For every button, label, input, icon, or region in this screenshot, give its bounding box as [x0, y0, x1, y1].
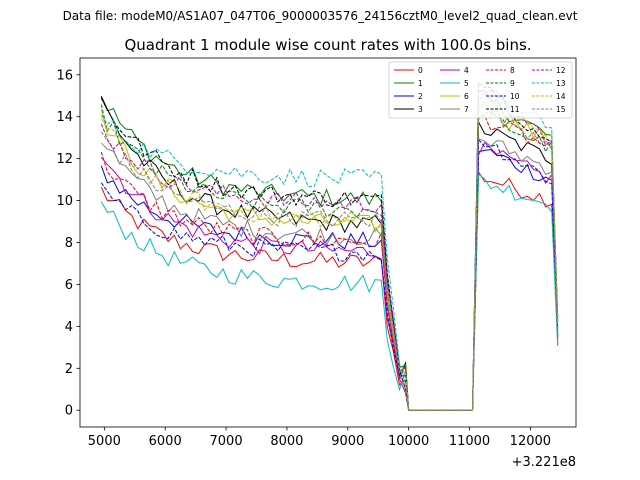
x-tick-label: 10000 [388, 434, 429, 449]
x-tick-label: 9000 [331, 434, 364, 449]
series-line-12 [100, 89, 559, 411]
legend-box [388, 61, 573, 119]
y-tick-label: 12 [56, 152, 73, 167]
x-axis-offset-label: +3.221e8 [512, 455, 576, 470]
legend-label-4: 4 [464, 66, 469, 75]
y-tick-label: 2 [65, 362, 73, 377]
legend-label-9: 9 [510, 79, 515, 88]
legend-label-13: 13 [556, 79, 566, 88]
legend-label-14: 14 [556, 92, 566, 101]
legend-label-8: 8 [510, 66, 515, 75]
series-line-5 [100, 173, 559, 411]
chart-suptitle: Data file: modeM0/AS1A07_047T06_90000035… [63, 9, 578, 23]
series-line-10 [100, 138, 559, 411]
y-tick-label: 0 [65, 404, 73, 419]
legend-label-1: 1 [418, 79, 423, 88]
axes-layer: 5000 6000 7000 8000 9000 10000 11000 12000 0 2 4 6 8… [56, 57, 577, 449]
y-tick-label: 14 [56, 110, 73, 125]
series-line-14 [100, 98, 559, 411]
legend-label-11: 11 [510, 105, 520, 114]
x-tick-label: 12000 [510, 434, 551, 449]
chart-title: Quadrant 1 module wise count rates with … [124, 36, 531, 54]
series-line-9 [100, 104, 559, 411]
x-tick-label: 11000 [449, 434, 490, 449]
y-tick-label: 10 [56, 194, 73, 209]
legend-label-6: 6 [464, 92, 469, 101]
x-tick-label: 5000 [88, 434, 121, 449]
x-tick-label: 6000 [149, 434, 182, 449]
series-line-0 [100, 170, 559, 411]
legend-label-3: 3 [418, 105, 423, 114]
series-line-7 [100, 137, 559, 411]
series-line-2 [100, 149, 559, 411]
legend-label-5: 5 [464, 79, 469, 88]
y-tick-label: 4 [65, 320, 73, 335]
y-tick-label: 6 [65, 278, 73, 293]
series-line-3 [100, 95, 559, 411]
x-tick-label: 7000 [210, 434, 243, 449]
y-tick-label: 16 [56, 68, 73, 83]
y-tick-label: 8 [65, 236, 73, 251]
legend-label-12: 12 [556, 66, 566, 75]
legend-label-2: 2 [418, 92, 423, 101]
x-tick-label: 8000 [270, 434, 303, 449]
legend-label-7: 7 [464, 105, 469, 114]
legend-label-10: 10 [510, 92, 520, 101]
series-line-8 [100, 115, 559, 411]
legend-label-15: 15 [556, 105, 566, 114]
legend-label-0: 0 [418, 66, 423, 75]
